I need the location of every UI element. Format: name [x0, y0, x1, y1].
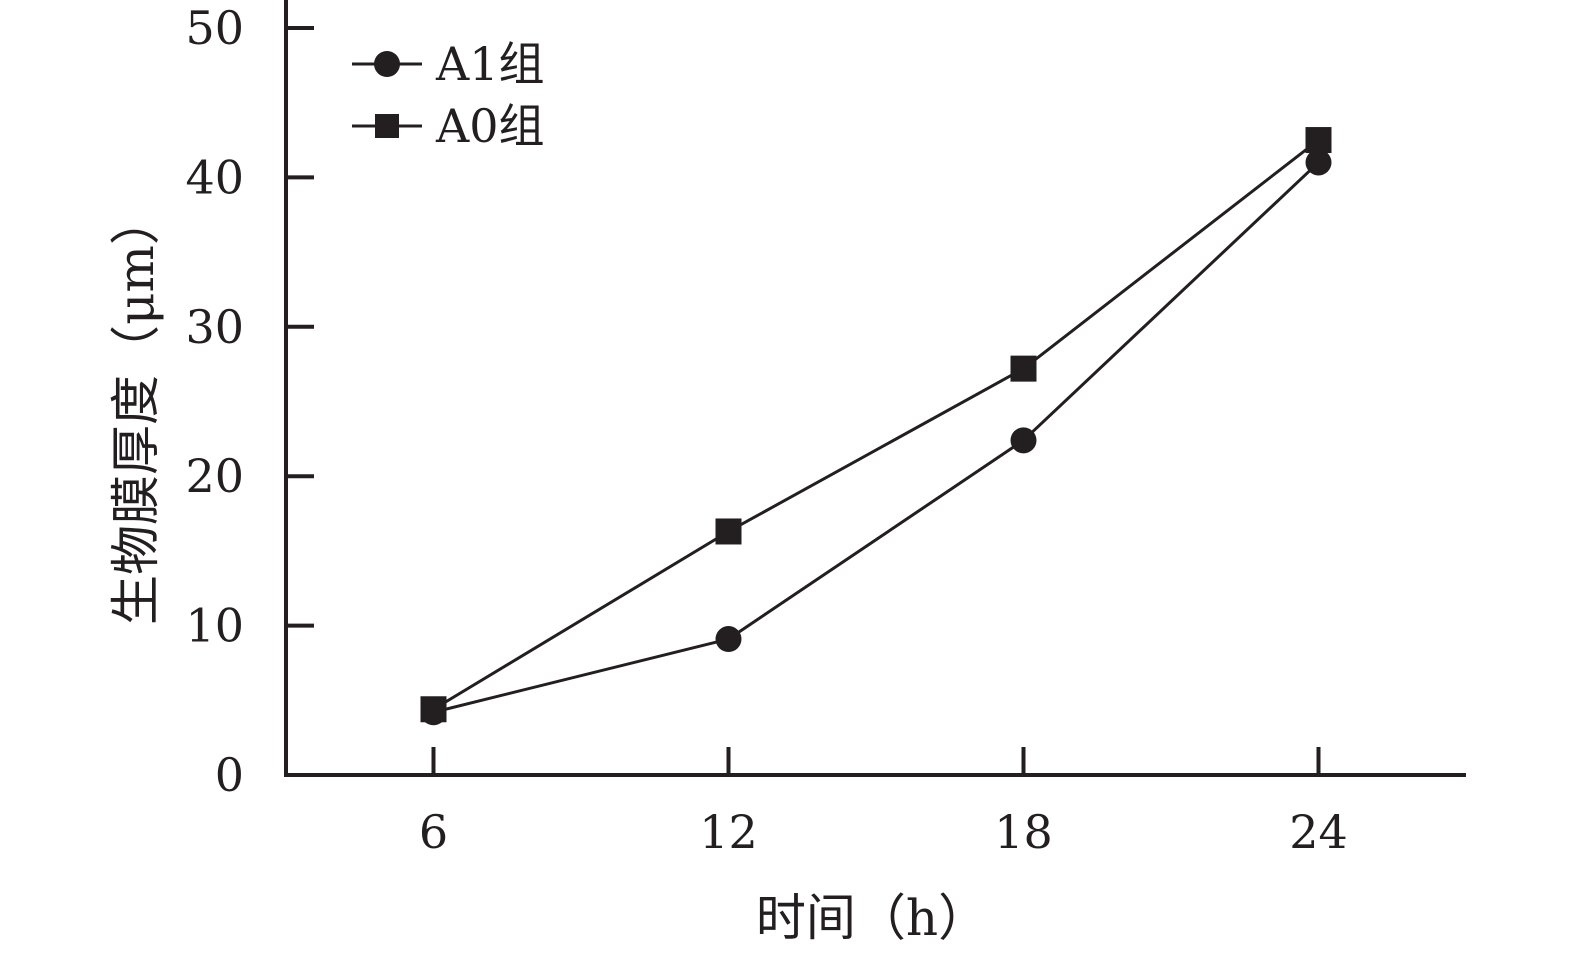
- y-tick-label: 30: [185, 300, 244, 354]
- series-line: [433, 161, 1320, 714]
- data-point: [420, 696, 447, 723]
- x-tick-label: 12: [699, 805, 758, 859]
- y-tick-label: 0: [215, 748, 244, 802]
- data-point: [1305, 149, 1332, 176]
- data-point: [1305, 127, 1332, 154]
- data-point: [715, 518, 742, 545]
- data-point: [1010, 427, 1037, 454]
- axes: [284, 0, 1466, 777]
- x-tick-label: 18: [994, 805, 1053, 859]
- legend-item-a1: A1组: [352, 37, 545, 91]
- legend-label-a0: A0组: [435, 99, 545, 153]
- x-axis-label: 时间（h）: [756, 889, 988, 947]
- series-a0: [420, 127, 1332, 723]
- y-tick-label: 20: [185, 449, 244, 503]
- x-tick-label: 6: [419, 805, 448, 859]
- legend: A1组 A0组: [352, 37, 545, 153]
- legend-marker-a0: [375, 114, 399, 138]
- y-tick-label: 50: [185, 1, 244, 55]
- y-axis-label: 生物膜厚度（μm）: [107, 195, 165, 625]
- x-tick-label: 24: [1289, 805, 1348, 859]
- y-ticks: 0 10 20 30 40 50: [185, 1, 314, 802]
- data-point: [1010, 355, 1037, 382]
- legend-marker-a1: [374, 51, 400, 77]
- data-point: [715, 626, 742, 653]
- y-tick-label: 40: [185, 150, 244, 204]
- legend-item-a0: A0组: [352, 99, 545, 153]
- x-ticks: 6 12 18 24: [419, 747, 1348, 859]
- series-layer: [420, 127, 1332, 726]
- series-line: [432, 138, 1320, 711]
- legend-label-a1: A1组: [435, 37, 545, 91]
- y-tick-label: 10: [185, 599, 244, 653]
